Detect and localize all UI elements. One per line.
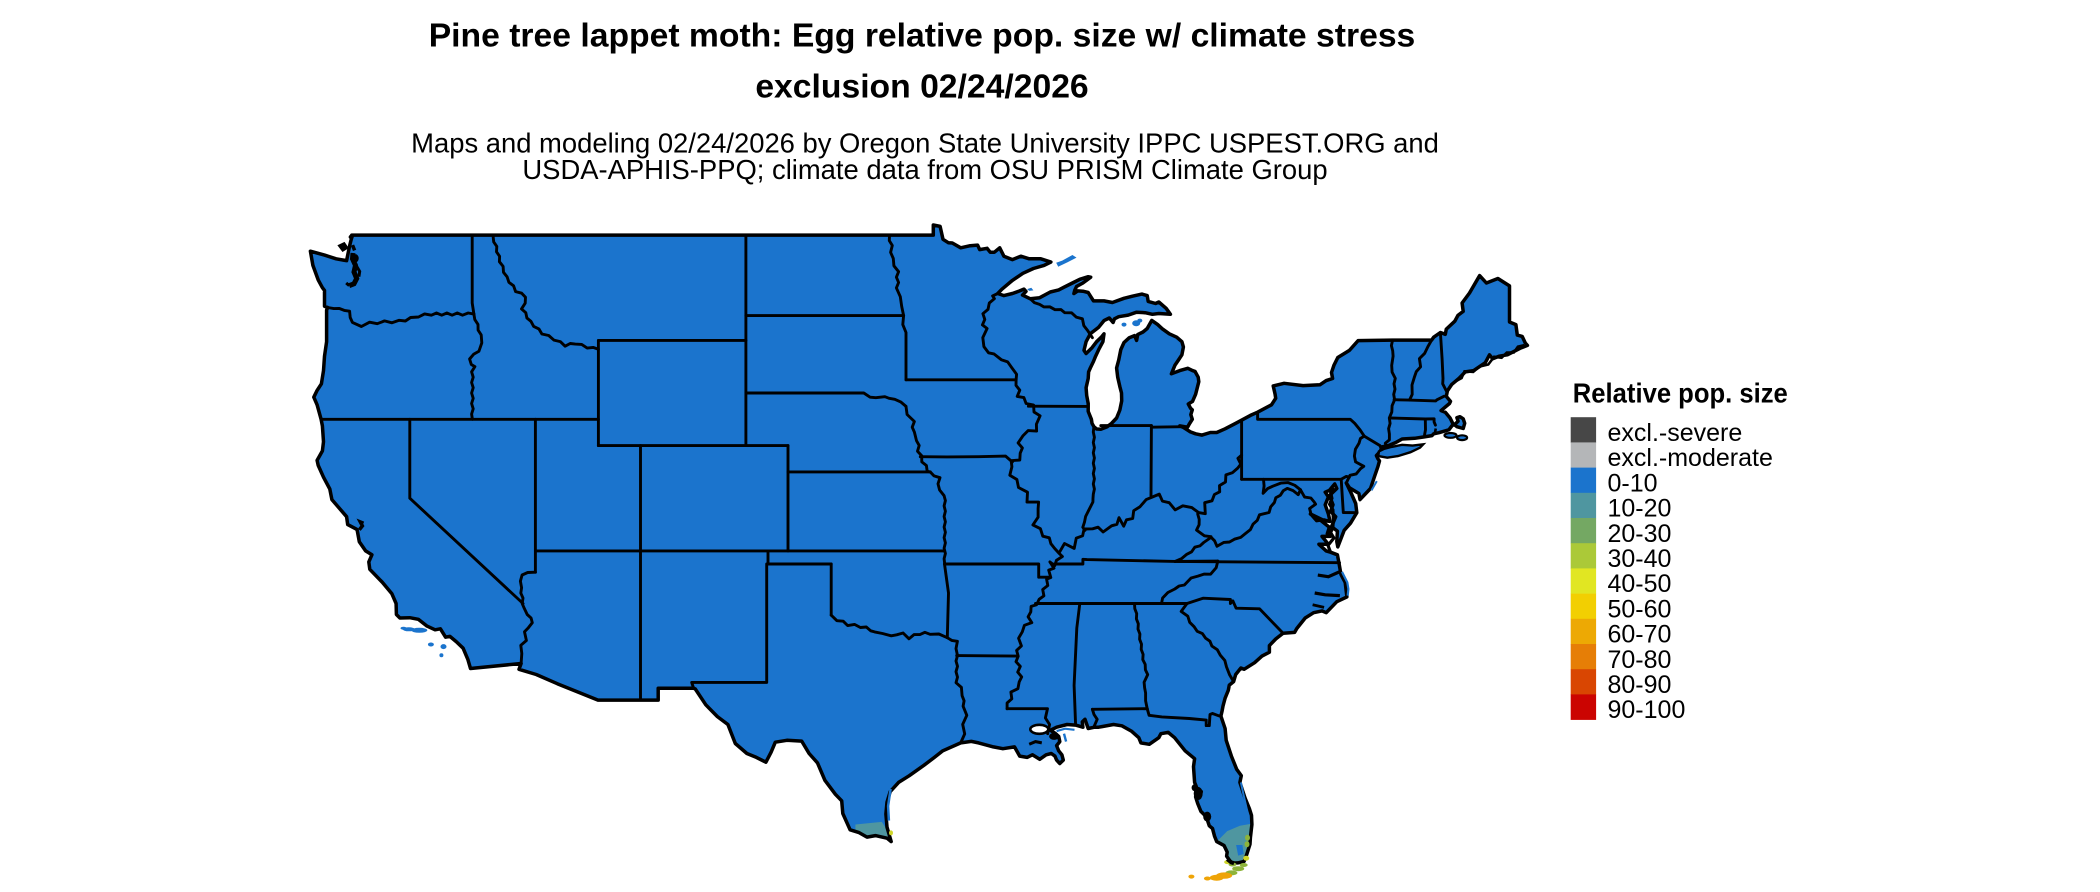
svg-text:Maps and modeling 02/24/2026 b: Maps and modeling 02/24/2026 by Oregon S…: [411, 128, 1439, 159]
svg-text:80-90: 80-90: [1608, 671, 1672, 699]
svg-text:excl.-moderate: excl.-moderate: [1608, 444, 1773, 472]
svg-text:70-80: 70-80: [1608, 646, 1672, 674]
svg-text:USDA-APHIS-PPQ; climate data f: USDA-APHIS-PPQ; climate data from OSU PR…: [522, 154, 1327, 185]
svg-text:0-10: 0-10: [1608, 469, 1658, 497]
svg-text:40-50: 40-50: [1608, 570, 1672, 598]
svg-text:20-30: 20-30: [1608, 520, 1672, 548]
svg-text:90-100: 90-100: [1608, 696, 1686, 724]
svg-text:30-40: 30-40: [1608, 545, 1672, 573]
svg-text:60-70: 60-70: [1608, 621, 1672, 649]
svg-text:50-60: 50-60: [1608, 595, 1672, 623]
svg-text:excl.-severe: excl.-severe: [1608, 419, 1743, 447]
svg-text:Pine tree lappet moth: Egg rel: Pine tree lappet moth: Egg relative pop.…: [429, 17, 1416, 55]
svg-text:10-20: 10-20: [1608, 495, 1672, 523]
svg-text:Relative pop. size: Relative pop. size: [1573, 378, 1788, 409]
svg-text:exclusion 02/24/2026: exclusion 02/24/2026: [755, 68, 1088, 106]
